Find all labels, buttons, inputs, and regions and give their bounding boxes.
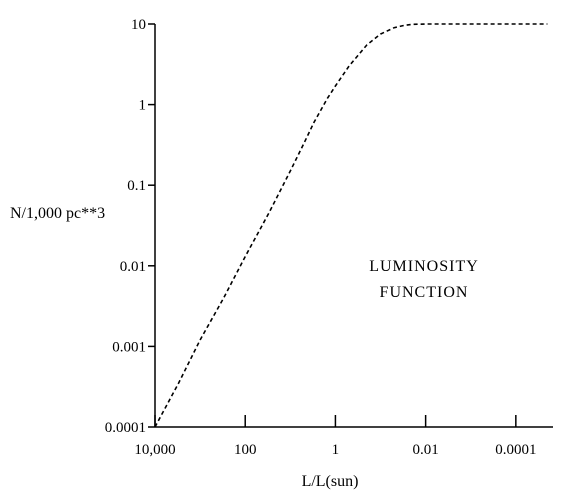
y-tick-label: 10: [131, 17, 146, 33]
y-tick-label: 0.01: [120, 259, 146, 275]
luminosity-function-line: [154, 23, 548, 428]
annotation-function: FUNCTION: [380, 284, 469, 301]
y-tick-label: 0.1: [127, 178, 146, 194]
y-tick-label: 0.001: [112, 339, 146, 355]
x-axis-title: L/L(sun): [302, 473, 359, 490]
x-tick-label: 0.0001: [495, 442, 536, 458]
x-tick-label: 10,000: [134, 442, 175, 458]
x-tick-label: 100: [234, 442, 257, 458]
x-tick-label: 0.01: [413, 442, 439, 458]
x-ticks: 10,000 100 1 0.01 0.0001: [134, 415, 536, 458]
y-tick-label: 0.0001: [105, 420, 146, 436]
y-axis-title: N/1,000 pc**3: [10, 205, 105, 222]
x-tick-label: 1: [332, 442, 340, 458]
axes: [154, 24, 553, 428]
annotation-luminosity: LUMINOSITY: [369, 258, 479, 275]
y-ticks: 0.0001 0.001 0.01 0.1 1 10: [105, 17, 155, 436]
y-tick-label: 1: [139, 98, 147, 114]
